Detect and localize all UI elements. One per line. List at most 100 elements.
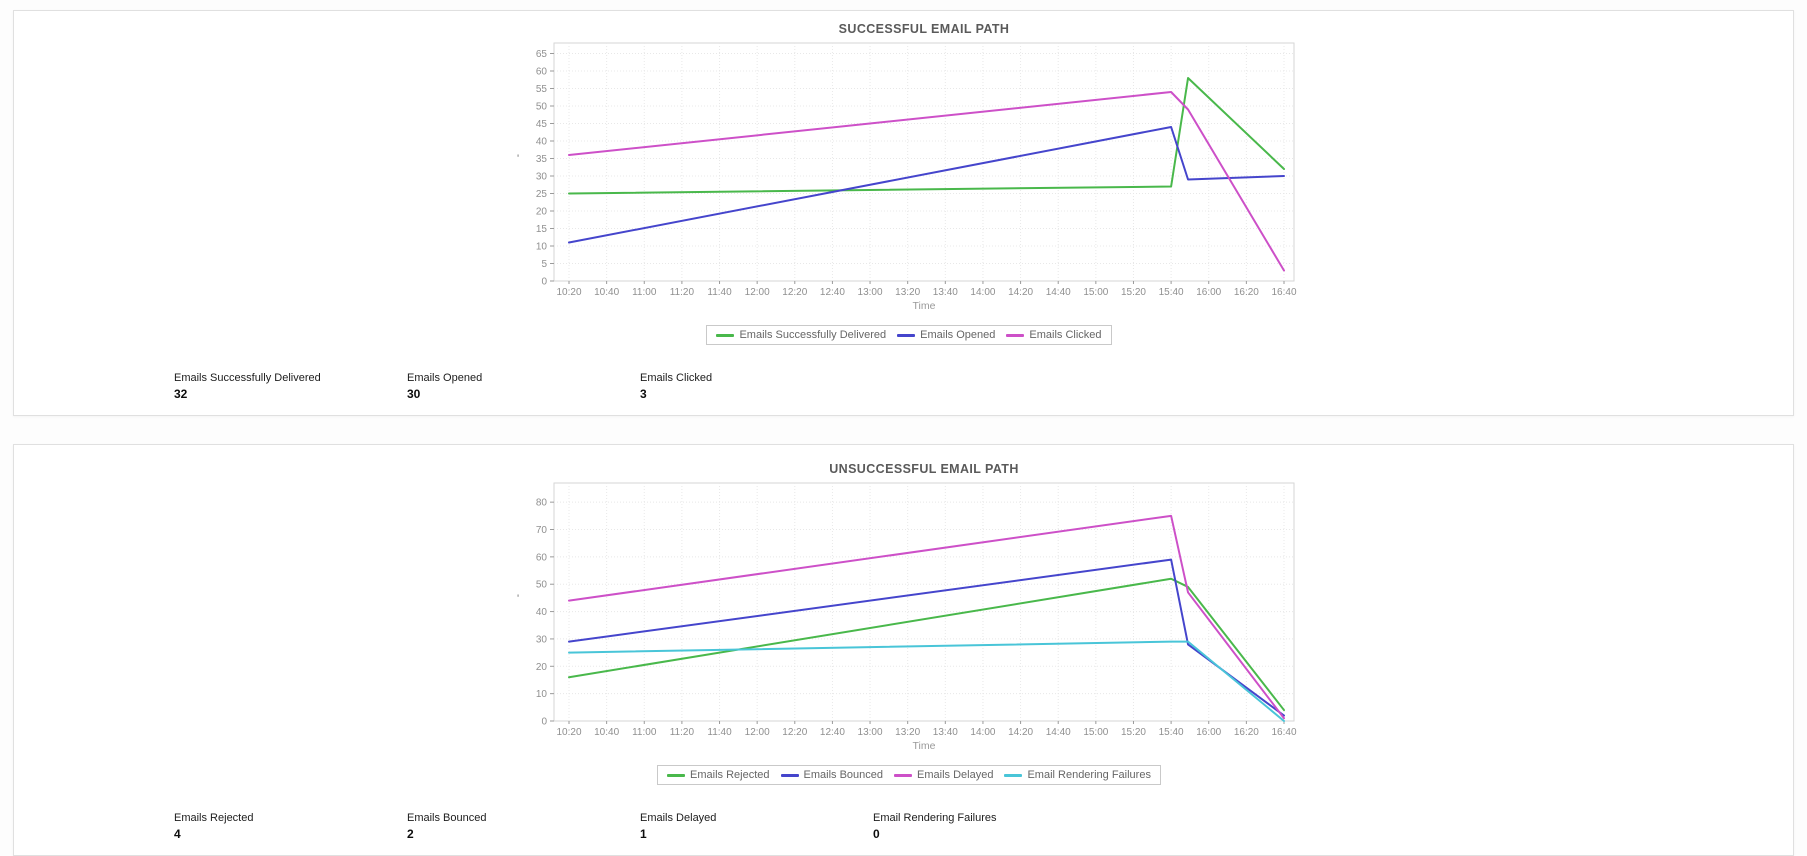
stat-email-rendering-failures: Email Rendering Failures 0 <box>873 812 1106 841</box>
y-axis-tick-label: 80 <box>536 498 548 509</box>
x-axis-tick-label: 12:20 <box>782 287 807 298</box>
x-axis-tick-label: 10:20 <box>556 287 581 298</box>
x-axis-tick-label: 13:20 <box>895 727 920 738</box>
x-axis-tick-label: 15:00 <box>1083 287 1108 298</box>
legend-item-emails-rejected[interactable]: Emails Rejected <box>667 769 770 781</box>
x-axis-tick-label: 14:40 <box>1046 727 1071 738</box>
y-axis-tick-label: 60 <box>536 67 548 78</box>
x-axis-tick-label: 13:20 <box>895 287 920 298</box>
x-axis-tick-label: 14:40 <box>1046 287 1071 298</box>
legend-swatch-emails-delayed <box>894 773 913 777</box>
x-axis-tick-label: 16:00 <box>1196 727 1221 738</box>
x-axis-tick-label: 15:00 <box>1083 727 1108 738</box>
successful-email-path-line-chart: 0 5 10 15 20 25 30 35 40 45 50 55 60 65 10:20 10:40 11:0… <box>517 22 1297 312</box>
y-axis-tick-label: 40 <box>536 607 548 618</box>
unsuccessful-email-path-line-chart: 0 10 20 30 40 50 60 70 80 10:20 10:40 11:00 11:20 11:… <box>517 462 1297 752</box>
x-axis-title: Time <box>913 300 936 312</box>
stat-emails-bounced: Emails Bounced 2 <box>407 812 640 841</box>
legend-label: Emails Bounced <box>803 769 884 781</box>
x-axis-tick-label: 14:20 <box>1008 727 1033 738</box>
x-axis-tick-label: 14:00 <box>970 727 995 738</box>
stat-value: 0 <box>873 827 880 841</box>
y-axis-tick-label: 25 <box>536 189 548 200</box>
y-axis-tick-label: 30 <box>536 634 548 645</box>
x-axis-tick-label: 15:20 <box>1121 287 1146 298</box>
stat-emails-delayed: Emails Delayed 1 <box>640 812 873 841</box>
legend-label: Emails Opened <box>920 329 996 341</box>
legend-label: Emails Rejected <box>690 769 770 781</box>
legend-item-email-rendering-failures[interactable]: Email Rendering Failures <box>1004 769 1151 781</box>
unsuccessful-email-path-chart-area: 0 10 20 30 40 50 60 70 80 10:20 10:40 11:00 11:20 11:… <box>504 445 1793 757</box>
y-axis-tick-label: 0 <box>541 717 547 728</box>
x-axis-tick-label: 14:00 <box>970 287 995 298</box>
series-line-emails-clicked <box>568 91 1285 272</box>
legend-swatch-email-rendering-failures <box>1004 773 1023 777</box>
series-line-emails-rejected <box>568 577 1285 712</box>
legend-swatch-emails-bounced <box>780 773 799 777</box>
x-axis-tick-label: 11:00 <box>632 727 657 738</box>
y-axis-tick-label: 35 <box>536 154 548 165</box>
y-axis-tick-label: 10 <box>536 242 548 253</box>
x-axis-tick-label: 16:40 <box>1271 727 1296 738</box>
series-line-emails-delayed <box>568 514 1285 720</box>
x-axis-tick-label: 15:20 <box>1121 727 1146 738</box>
x-axis-tick-label: 15:40 <box>1159 287 1184 298</box>
legend-item-emails-bounced[interactable]: Emails Bounced <box>780 769 884 781</box>
y-axis-tick-label: 55 <box>536 84 548 95</box>
successful-stats-row: Emails Successfully Delivered 32 Emails Op… <box>174 372 1793 415</box>
stat-value: 4 <box>174 827 181 841</box>
successful-chart-legend: Emails Successfully Delivered Emails Open… <box>504 325 1314 345</box>
legend-item-emails-opened[interactable]: Emails Opened <box>897 329 995 341</box>
series-line-emails-successfully-delivered <box>568 77 1285 195</box>
legend-item-emails-clicked[interactable]: Emails Clicked <box>1006 329 1102 341</box>
x-axis-tick-label: 12:20 <box>782 727 807 738</box>
x-axis-tick-label: 12:40 <box>820 727 845 738</box>
legend-item-emails-delayed[interactable]: Emails Delayed <box>894 769 993 781</box>
successful-email-path-chart-area: 0 5 10 15 20 25 30 35 40 45 50 55 60 65 10:20 10:40 11:0… <box>504 11 1793 317</box>
stat-value: 30 <box>407 387 421 401</box>
unsuccessful-chart-legend: Emails Rejected Emails Bounced Emails Dela… <box>504 765 1314 785</box>
stat-emails-clicked: Emails Clicked 3 <box>640 372 873 401</box>
panel-successful-email-path: 0 5 10 15 20 25 30 35 40 45 50 55 60 65 10:20 10:40 11:0… <box>13 10 1794 416</box>
x-axis-tick-label: 16:20 <box>1234 287 1259 298</box>
series-line-emails-bounced <box>568 558 1285 717</box>
stat-label: Emails Clicked <box>640 372 713 384</box>
x-axis-tick-label: 16:20 <box>1234 727 1259 738</box>
x-axis-tick-label: 16:40 <box>1271 287 1296 298</box>
stat-label: Email Rendering Failures <box>873 812 997 824</box>
x-axis-title: Time <box>913 740 936 752</box>
y-axis-tick-label: 10 <box>536 689 548 700</box>
y-axis-tick-label: 60 <box>536 552 548 563</box>
x-axis-tick-label: 10:20 <box>556 727 581 738</box>
legend-swatch-emails-successfully-delivered <box>716 333 735 337</box>
y-axis-title: ' <box>517 593 519 605</box>
x-axis-tick-label: 10:40 <box>594 287 619 298</box>
y-axis-tick-label: 30 <box>536 172 548 183</box>
stat-label: Emails Rejected <box>174 812 254 824</box>
y-axis-tick-label: 65 <box>536 49 548 60</box>
series-line-emails-opened <box>568 126 1285 244</box>
y-axis-tick-label: 45 <box>536 119 548 130</box>
x-axis-tick-label: 11:20 <box>670 727 695 738</box>
stat-emails-opened: Emails Opened 30 <box>407 372 640 401</box>
y-axis-tick-label: 50 <box>536 580 548 591</box>
legend-item-emails-successfully-delivered[interactable]: Emails Successfully Delivered <box>716 329 886 341</box>
x-axis-tick-label: 14:20 <box>1008 287 1033 298</box>
plot-area-border <box>553 42 1295 282</box>
panel-unsuccessful-email-path: 0 10 20 30 40 50 60 70 80 10:20 10:40 11:00 11:20 11:… <box>13 444 1794 856</box>
y-axis-tick-label: 40 <box>536 137 548 148</box>
stat-value: 3 <box>640 387 647 401</box>
x-axis-tick-label: 10:40 <box>594 727 619 738</box>
y-axis-title: ' <box>517 153 519 165</box>
x-axis-tick-label: 15:40 <box>1159 727 1184 738</box>
legend-swatch-emails-rejected <box>667 773 686 777</box>
stat-label: Emails Bounced <box>407 812 487 824</box>
stat-label: Emails Successfully Delivered <box>174 372 321 384</box>
stat-emails-successfully-delivered: Emails Successfully Delivered 32 <box>174 372 407 401</box>
x-axis-tick-label: 11:40 <box>707 727 732 738</box>
y-axis-tick-label: 20 <box>536 207 548 218</box>
x-axis-tick-label: 13:00 <box>858 727 883 738</box>
stat-value: 1 <box>640 827 647 841</box>
x-axis-tick-label: 11:00 <box>632 287 657 298</box>
x-axis-tick-label: 16:00 <box>1196 287 1221 298</box>
